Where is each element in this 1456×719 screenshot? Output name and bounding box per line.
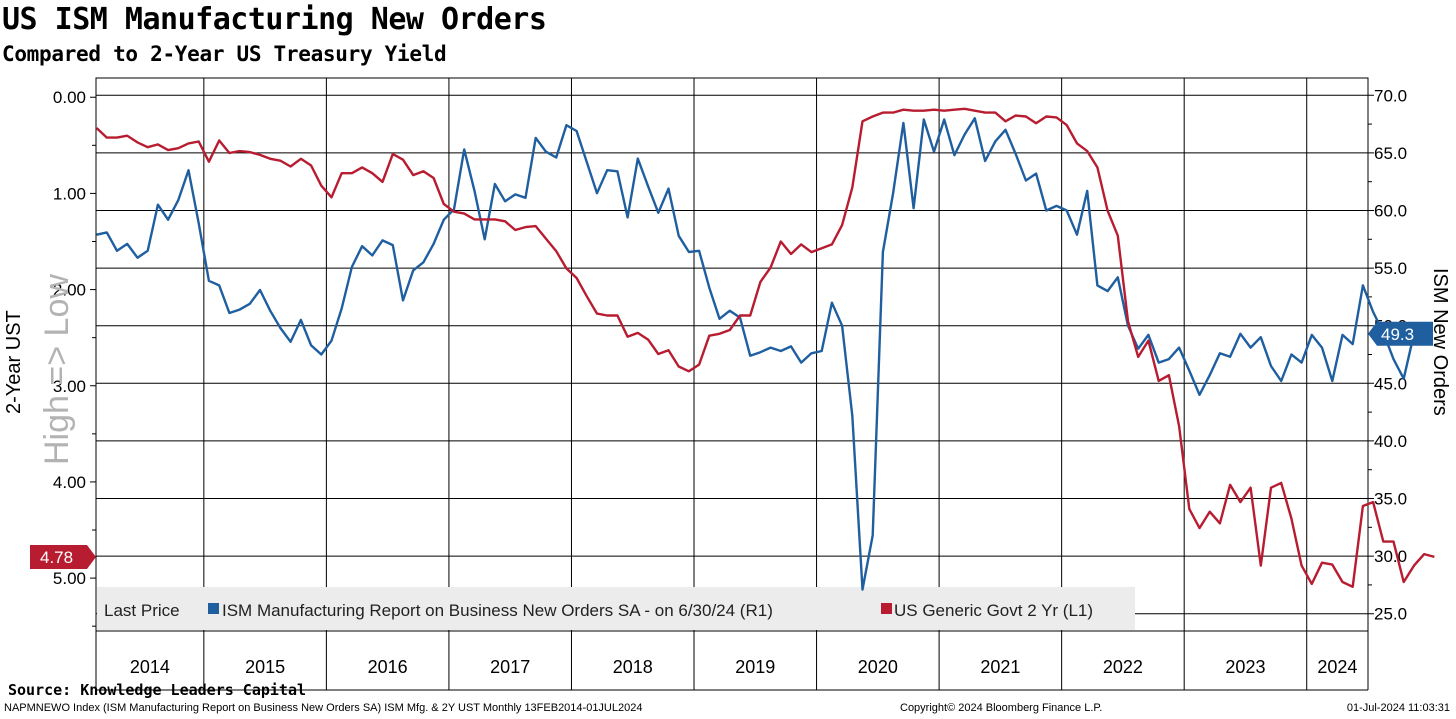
left-tick-label: 2.00 (53, 281, 86, 300)
right-tick-label: 25.0 (1374, 605, 1407, 624)
year-label: 2016 (368, 657, 408, 677)
right-tick-label: 55.0 (1374, 259, 1407, 278)
ust-last-value-badge (30, 544, 96, 569)
ism-last-value-badge (1368, 321, 1433, 346)
legend-ust-label: US Generic Govt 2 Yr (L1) (894, 601, 1093, 620)
left-axis-title: 2-Year UST (3, 310, 25, 414)
legend-ism-swatch (208, 603, 219, 614)
year-label: 2022 (1103, 657, 1143, 677)
series-layer (95, 107, 1435, 591)
left-tick-label: 1.00 (53, 184, 86, 203)
legend-ism-label: ISM Manufacturing Report on Business New… (222, 601, 773, 620)
left-axis: 0.00 1.00 2.00 3.00 4.00 5.00 (53, 88, 96, 627)
source-note: Source: Knowledge Leaders Capital (8, 681, 307, 699)
ism-last-value: 49.3 (1381, 325, 1414, 344)
year-label: 2019 (735, 657, 775, 677)
left-tick-label: 0.00 (53, 88, 86, 107)
year-label: 2018 (613, 657, 653, 677)
footer-description: NAPMNEWO Index (ISM Manufacturing Report… (4, 702, 643, 714)
legend: Last Price ISM Manufacturing Report on B… (97, 587, 1135, 630)
ust-last-value: 4.78 (40, 548, 73, 567)
legend-ust-swatch (881, 603, 892, 614)
chart-subtitle: Compared to 2-Year US Treasury Yield (2, 42, 447, 66)
watermark-high-low: High => Low (38, 274, 76, 465)
right-tick-label: 70.0 (1374, 86, 1407, 105)
legend-prefix: Last Price (104, 601, 180, 620)
year-label: 2020 (858, 657, 898, 677)
year-label: 2023 (1225, 657, 1265, 677)
left-tick-label: 3.00 (53, 377, 86, 396)
left-tick-label: 4.00 (53, 473, 86, 492)
right-tick-label: 65.0 (1374, 144, 1407, 163)
year-label: 2021 (980, 657, 1020, 677)
footer-timestamp: 01-Jul-2024 11:03:31 (1346, 702, 1450, 714)
right-tick-label: 45.0 (1374, 374, 1407, 393)
right-tick-label: 30.0 (1374, 547, 1407, 566)
year-label: 2017 (490, 657, 530, 677)
year-label: 2014 (130, 657, 170, 677)
plot-frame (95, 77, 1369, 632)
footer-copyright: Copyright© 2024 Bloomberg Finance L.P. (900, 702, 1103, 714)
right-tick-label: 60.0 (1374, 201, 1407, 220)
year-label: 2024 (1317, 657, 1357, 677)
right-axis: 70.065.060.055.050.045.040.035.030.025.0 (1368, 86, 1407, 624)
year-axis: 2014 2015 2016 2017 2018 2019 2020 2021 2022 2023… (95, 631, 1369, 691)
chart-title: US ISM Manufacturing New Orders (2, 2, 547, 37)
year-label: 2015 (245, 657, 285, 677)
last-value-badges: 49.3 4.78 (30, 321, 1433, 569)
left-tick-label: 5.00 (53, 569, 86, 588)
legend-background (97, 587, 1135, 630)
right-axis-title: ISM New Orders (1429, 268, 1451, 416)
ust-2yr-yield-line (95, 107, 1435, 588)
right-tick-label: 40.0 (1374, 432, 1407, 451)
ism-new-orders-line (96, 117, 1416, 591)
right-tick-label: 35.0 (1374, 490, 1407, 509)
